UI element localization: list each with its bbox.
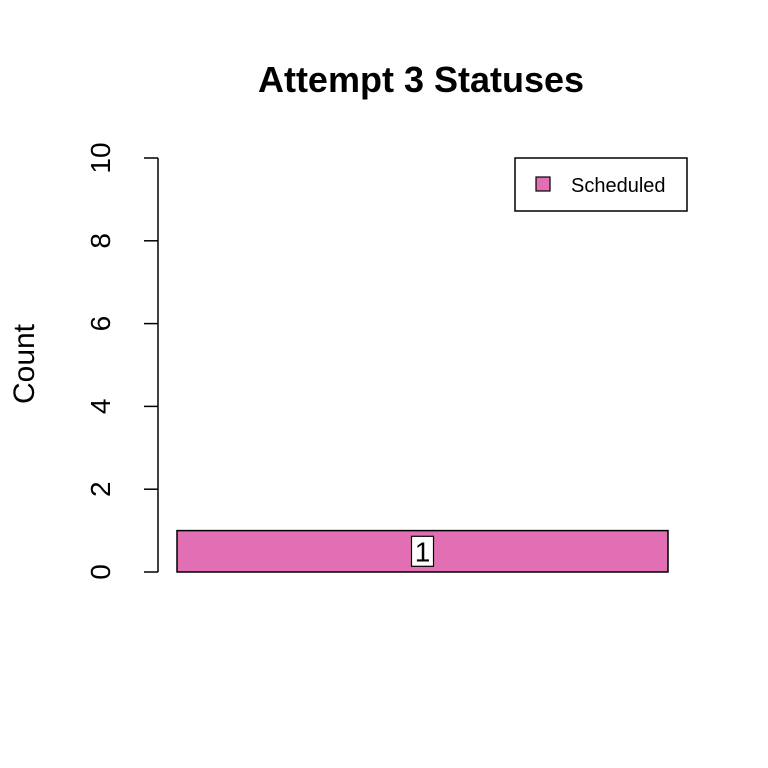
y-tick-label-10: 10 (85, 142, 116, 173)
data-label-0: 1 (415, 536, 431, 567)
y-tick-label-4: 4 (85, 399, 116, 415)
y-axis: 0 2 4 6 8 10 (85, 142, 159, 580)
chart-title: Attempt 3 Statuses (258, 59, 584, 100)
legend: Scheduled (514, 157, 688, 212)
legend-swatch-scheduled (535, 176, 551, 192)
y-axis-label: Count (8, 323, 41, 404)
y-tick-label-6: 6 (85, 316, 116, 332)
data-label-box-0 (410, 535, 435, 567)
y-tick-label-8: 8 (85, 233, 116, 249)
legend-label-scheduled: Scheduled (571, 175, 666, 197)
data-labels: 1 (410, 535, 435, 567)
y-tick-label-0: 0 (85, 564, 116, 580)
y-tick-label-2: 2 (85, 481, 116, 497)
